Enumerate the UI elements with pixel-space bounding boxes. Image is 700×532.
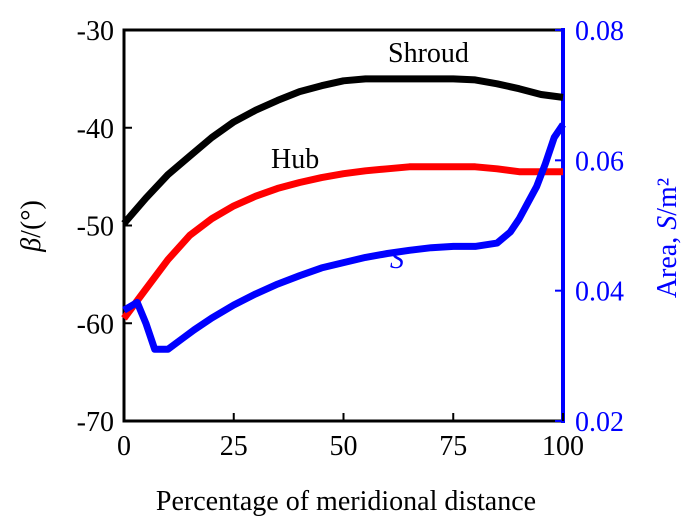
x-tick-label: 0 (117, 431, 131, 462)
series-label-shroud: Shroud (388, 38, 469, 69)
right-tick-label: 0.08 (575, 16, 624, 47)
right-axis-ticks: 0.02 0.04 0.06 0.08 (555, 16, 624, 438)
left-axis-ticks: -70 -60 -50 -40 -30 (77, 16, 132, 438)
right-y-axis-title: Area, S/m² (652, 178, 683, 298)
x-axis-title: Percentage of meridional distance (156, 486, 536, 517)
left-tick-label: -40 (77, 114, 114, 145)
right-tick-label: 0.04 (575, 277, 624, 308)
series-labels: Shroud Hub S (271, 38, 469, 275)
x-tick-label: 50 (330, 431, 358, 462)
x-tick-label: 25 (220, 431, 248, 462)
plot-frame (122, 28, 565, 423)
left-y-axis-title: β/(°) (16, 200, 47, 253)
series-line-hub (121, 163, 563, 321)
series-label-hub: Hub (271, 144, 319, 175)
right-tick-label: 0.02 (575, 407, 624, 438)
series-line-s (122, 122, 566, 353)
left-tick-label: -50 (77, 212, 114, 243)
left-tick-label: -60 (77, 309, 114, 340)
x-tick-label: 75 (439, 431, 467, 462)
left-tick-label: -70 (77, 407, 114, 438)
x-tick-label: 100 (542, 431, 584, 462)
right-tick-label: 0.06 (575, 146, 624, 177)
series-label-s: S (390, 244, 404, 275)
left-tick-label: -30 (77, 16, 114, 47)
series-lines (121, 75, 566, 353)
series-line-shroud (121, 75, 564, 226)
x-axis-ticks: 0 25 50 75 100 (117, 413, 584, 462)
